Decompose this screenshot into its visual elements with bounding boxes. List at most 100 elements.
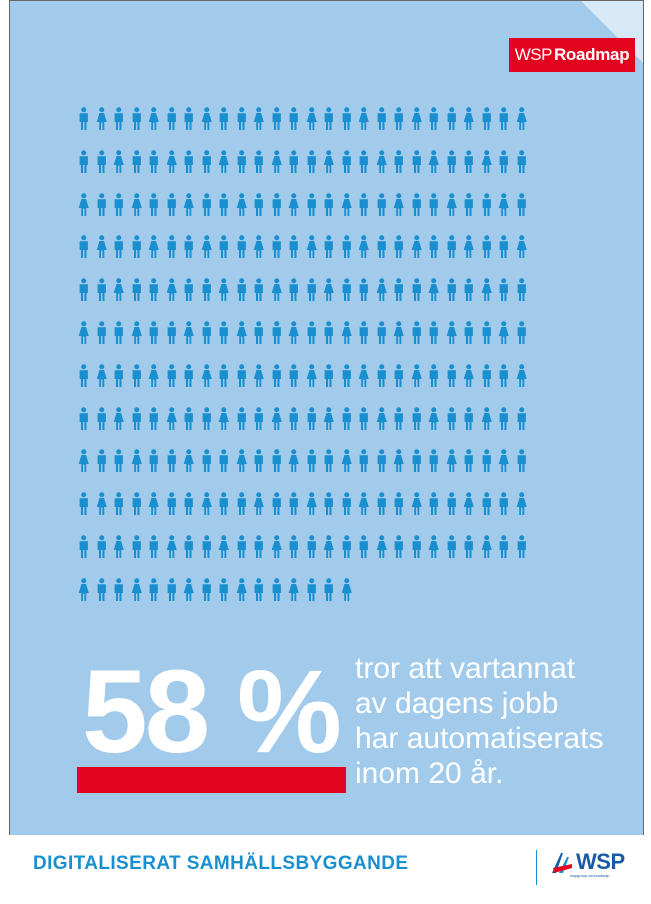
person-male-icon — [237, 406, 246, 430]
person-male-icon — [167, 235, 176, 259]
person-male-icon — [377, 492, 386, 516]
person-male-icon — [394, 364, 403, 387]
person-male-icon — [429, 192, 438, 216]
person-female-icon — [323, 406, 334, 430]
person-male-icon — [114, 449, 123, 473]
person-male-icon — [219, 492, 228, 516]
person-male-icon — [167, 321, 176, 344]
person-male-icon — [342, 364, 351, 387]
person-male-icon — [97, 406, 106, 430]
person-male-icon — [184, 278, 193, 302]
person-male-icon — [132, 107, 141, 130]
person-male-icon — [184, 492, 193, 516]
person-female-icon — [218, 406, 229, 430]
person-male-icon — [324, 321, 333, 344]
person-male-icon — [359, 321, 368, 344]
person-male-icon — [447, 406, 456, 430]
person-male-icon — [202, 150, 211, 173]
person-male-icon — [114, 364, 123, 387]
person-female-icon — [516, 235, 527, 259]
stat-underline-bar — [77, 767, 346, 793]
person-male-icon — [377, 107, 386, 130]
person-male-icon — [219, 321, 228, 344]
person-male-icon — [184, 535, 193, 558]
person-male-icon — [114, 235, 123, 259]
person-male-icon — [254, 150, 263, 173]
person-female-icon — [516, 492, 527, 516]
person-female-icon — [393, 321, 404, 344]
person-male-icon — [447, 150, 456, 173]
person-male-icon — [429, 449, 438, 473]
person-female-icon — [411, 235, 422, 259]
person-male-icon — [149, 577, 158, 601]
person-female-icon — [376, 150, 387, 173]
person-male-icon — [254, 449, 263, 473]
person-male-icon — [412, 321, 421, 344]
people-pictogram-grid — [75, 107, 635, 621]
stat-description: tror att vartannat av dagens jobb har au… — [355, 651, 643, 791]
person-male-icon — [219, 192, 228, 216]
person-male-icon — [394, 535, 403, 558]
person-male-icon — [184, 235, 193, 259]
person-male-icon — [114, 577, 123, 601]
person-female-icon — [201, 107, 212, 130]
person-male-icon — [394, 150, 403, 173]
person-male-icon — [429, 321, 438, 344]
person-female-icon — [481, 535, 492, 558]
person-female-icon — [376, 406, 387, 430]
person-male-icon — [447, 535, 456, 558]
person-female-icon — [148, 364, 159, 387]
person-male-icon — [132, 535, 141, 558]
person-female-icon — [166, 535, 177, 558]
person-male-icon — [342, 278, 351, 302]
person-female-icon — [376, 535, 387, 558]
person-female-icon — [236, 577, 247, 601]
person-male-icon — [307, 192, 316, 216]
person-male-icon — [307, 278, 316, 302]
person-male-icon — [149, 535, 158, 558]
person-male-icon — [412, 278, 421, 302]
wsp-logo-text: WSP — [576, 849, 625, 874]
person-female-icon — [341, 321, 352, 344]
person-male-icon — [237, 492, 246, 516]
person-male-icon — [289, 364, 298, 387]
person-male-icon — [517, 406, 526, 430]
person-male-icon — [97, 577, 106, 601]
person-male-icon — [464, 449, 473, 473]
person-male-icon — [482, 492, 491, 516]
person-male-icon — [114, 192, 123, 216]
person-male-icon — [254, 535, 263, 558]
desc-line: inom 20 år. — [355, 757, 504, 790]
person-male-icon — [167, 364, 176, 387]
person-male-icon — [272, 364, 281, 387]
person-female-icon — [183, 192, 194, 216]
person-female-icon — [96, 107, 107, 130]
poster: WSP Roadmap 58 % tror att vartannat av d… — [9, 0, 644, 835]
person-male-icon — [79, 150, 88, 173]
person-male-icon — [307, 321, 316, 344]
person-male-icon — [132, 406, 141, 430]
person-male-icon — [394, 235, 403, 259]
person-female-icon — [183, 321, 194, 344]
person-female-icon — [253, 492, 264, 516]
person-female-icon — [201, 492, 212, 516]
person-female-icon — [288, 577, 299, 601]
person-female-icon — [428, 150, 439, 173]
person-male-icon — [429, 364, 438, 387]
person-male-icon — [517, 192, 526, 216]
person-male-icon — [289, 535, 298, 558]
person-female-icon — [148, 492, 159, 516]
person-male-icon — [429, 235, 438, 259]
person-male-icon — [447, 492, 456, 516]
person-female-icon — [411, 107, 422, 130]
person-male-icon — [132, 150, 141, 173]
person-female-icon — [323, 150, 334, 173]
desc-line: tror att vartannat — [355, 652, 576, 685]
person-male-icon — [79, 278, 88, 302]
person-female-icon — [218, 535, 229, 558]
person-female-icon — [131, 449, 142, 473]
person-male-icon — [149, 150, 158, 173]
person-male-icon — [499, 406, 508, 430]
person-female-icon — [236, 321, 247, 344]
person-male-icon — [359, 192, 368, 216]
